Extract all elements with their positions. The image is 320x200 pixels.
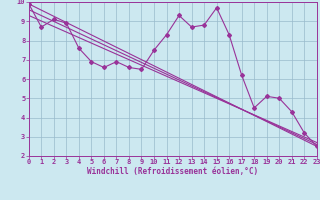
X-axis label: Windchill (Refroidissement éolien,°C): Windchill (Refroidissement éolien,°C) [87, 167, 258, 176]
